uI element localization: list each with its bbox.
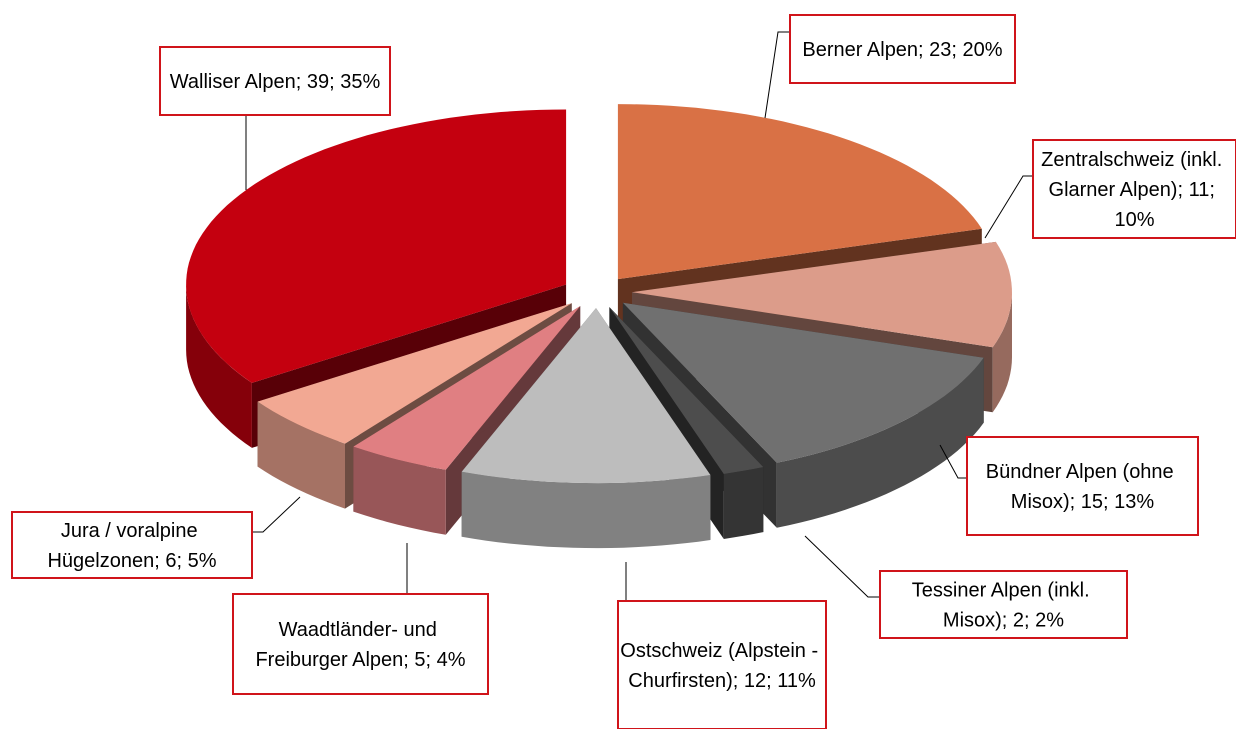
label-box [789, 14, 1016, 84]
data-label: Walliser Alpen; 39; 35% [170, 71, 381, 93]
slice-wall [776, 357, 984, 528]
data-label: Waadtländer- und Freiburger Alpen; 5; 4% [255, 619, 465, 671]
slice-wall [353, 446, 446, 535]
leader-line [804, 535, 880, 598]
slice [186, 109, 567, 383]
slice-wall [257, 401, 345, 509]
leader-line [939, 444, 967, 479]
slice [622, 302, 984, 463]
label-box [159, 46, 391, 116]
data-label: Berner Alpen; 23; 20% [802, 39, 1002, 61]
slice-wall [723, 467, 764, 539]
slice [353, 306, 581, 470]
slice [632, 241, 1012, 348]
label-box [232, 593, 489, 695]
data-label: Tessiner Alpen (inkl. Misox); 2; 2% [912, 580, 1095, 632]
slice [461, 308, 711, 484]
slice-wall [186, 284, 252, 448]
slice [617, 104, 982, 280]
slice-wall [992, 292, 1012, 413]
data-label: Ostschweiz (Alpstein - Churfirsten); 12;… [620, 640, 823, 692]
data-label: Zentralschweiz (inkl. Glarner Alpen); 11… [1041, 149, 1228, 231]
leader-line [252, 496, 301, 533]
leader-line [984, 175, 1033, 239]
label-box [11, 511, 253, 579]
label-box [1032, 139, 1236, 239]
data-label: Jura / voralpine Hügelzonen; 6; 5% [47, 520, 216, 572]
label-box [617, 600, 827, 729]
slice-wall [461, 471, 711, 549]
slice [257, 303, 572, 444]
label-box [966, 436, 1199, 536]
data-label: Bündner Alpen (ohne Misox); 15; 13% [986, 461, 1180, 513]
slice [609, 307, 764, 474]
label-box [879, 570, 1128, 639]
leader-line [764, 31, 790, 119]
